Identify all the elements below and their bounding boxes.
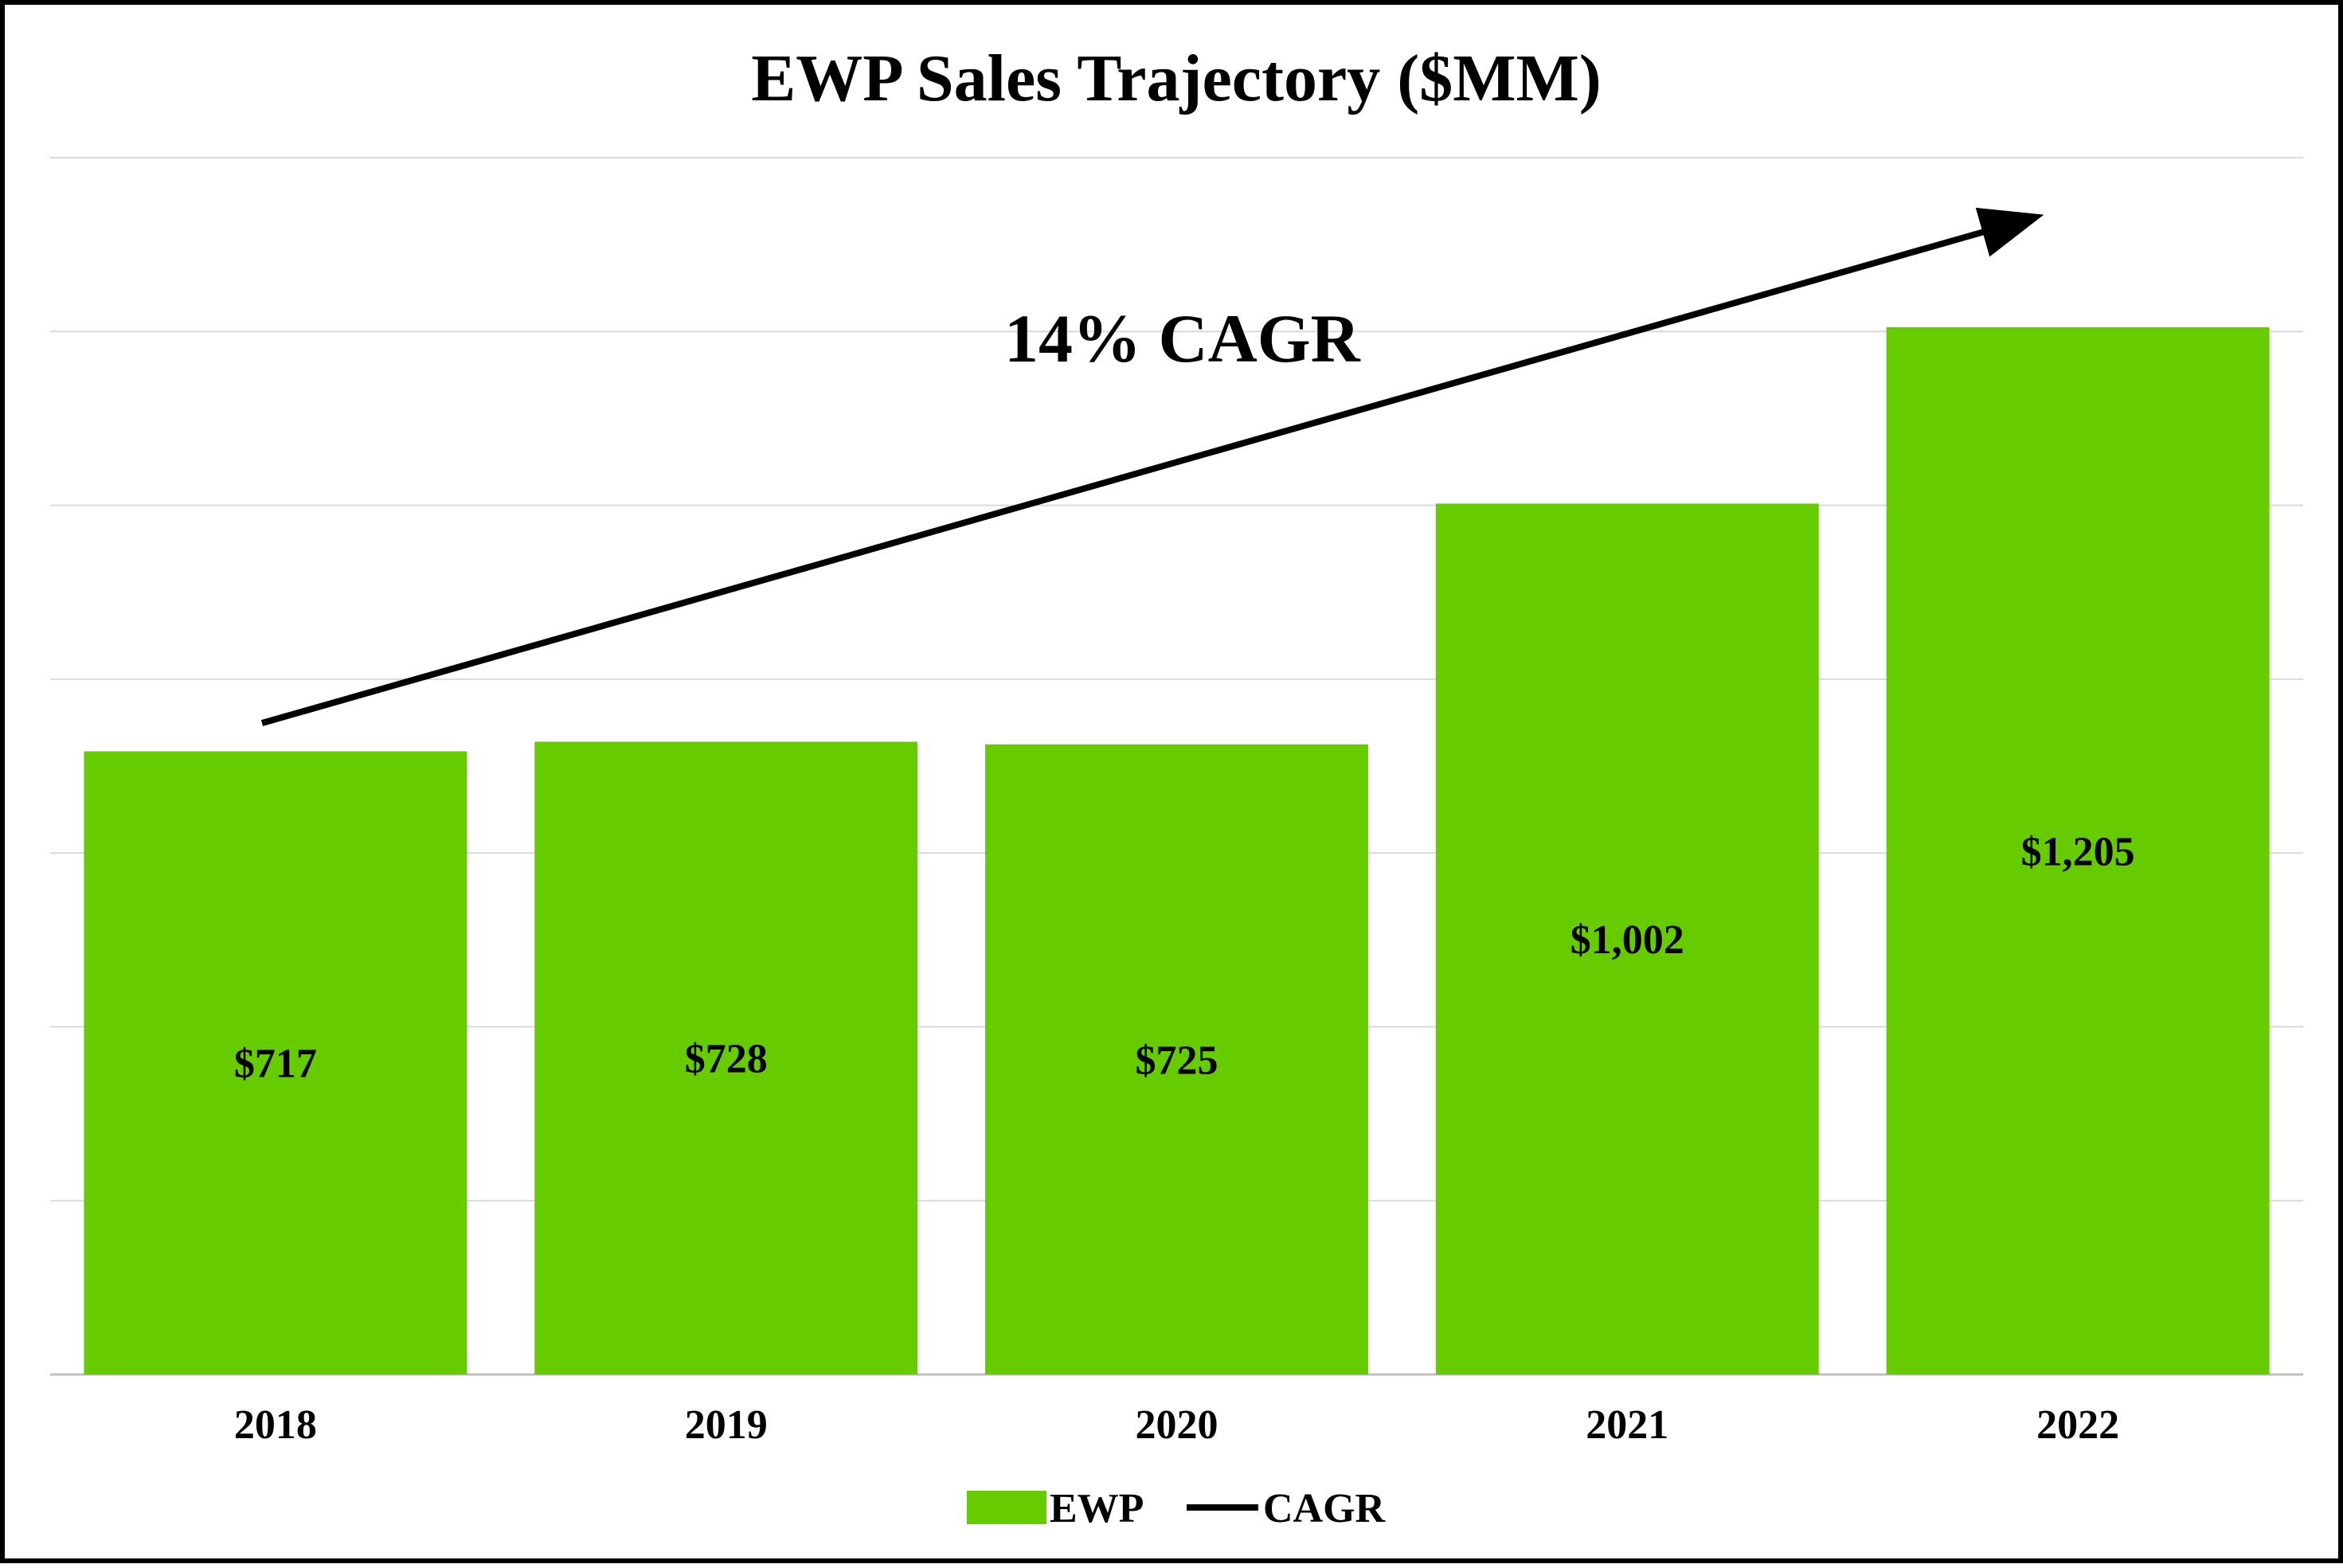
- bar-2020: [985, 744, 1368, 1374]
- x-tick-label-2018: 2018: [234, 1402, 317, 1448]
- bar-value-label-2020: $725: [1136, 1038, 1218, 1083]
- bar-2018: [84, 751, 467, 1374]
- bar-labels: $717 $728 $725 $1,002 $1,205: [234, 829, 2135, 1086]
- x-tick-label-2020: 2020: [1136, 1402, 1218, 1448]
- bar-2021: [1435, 503, 1819, 1374]
- bar-value-label-2018: $717: [234, 1042, 317, 1087]
- legend-label-cagr: CAGR: [1263, 1486, 1387, 1531]
- x-tick-labels: 2018 2019 2020 2021 2022: [234, 1402, 2119, 1448]
- bars: [84, 327, 2270, 1374]
- chart-svg: EWP Sales Trajectory ($MM) $717 $728 $725$…: [50, 41, 2303, 1531]
- cagr-annotation: 14% CAGR: [1004, 300, 1361, 377]
- bar-2022: [1886, 327, 2270, 1374]
- chart-title: EWP Sales Trajectory ($MM): [751, 41, 1602, 115]
- legend-label-ewp: EWP: [1050, 1486, 1144, 1531]
- x-tick-label-2021: 2021: [1586, 1402, 1668, 1448]
- bar-value-label-2021: $1,002: [1570, 917, 1684, 963]
- x-tick-label-2019: 2019: [685, 1402, 768, 1448]
- bar-value-label-2019: $728: [685, 1037, 768, 1082]
- bar-value-label-2022: $1,205: [2021, 829, 2135, 874]
- cagr-arrow: [260, 207, 2044, 726]
- bar-2019: [534, 741, 918, 1374]
- x-tick-label-2022: 2022: [2036, 1402, 2119, 1448]
- legend: EWP CAGR: [967, 1486, 1387, 1531]
- legend-swatch-ewp: [967, 1491, 1046, 1524]
